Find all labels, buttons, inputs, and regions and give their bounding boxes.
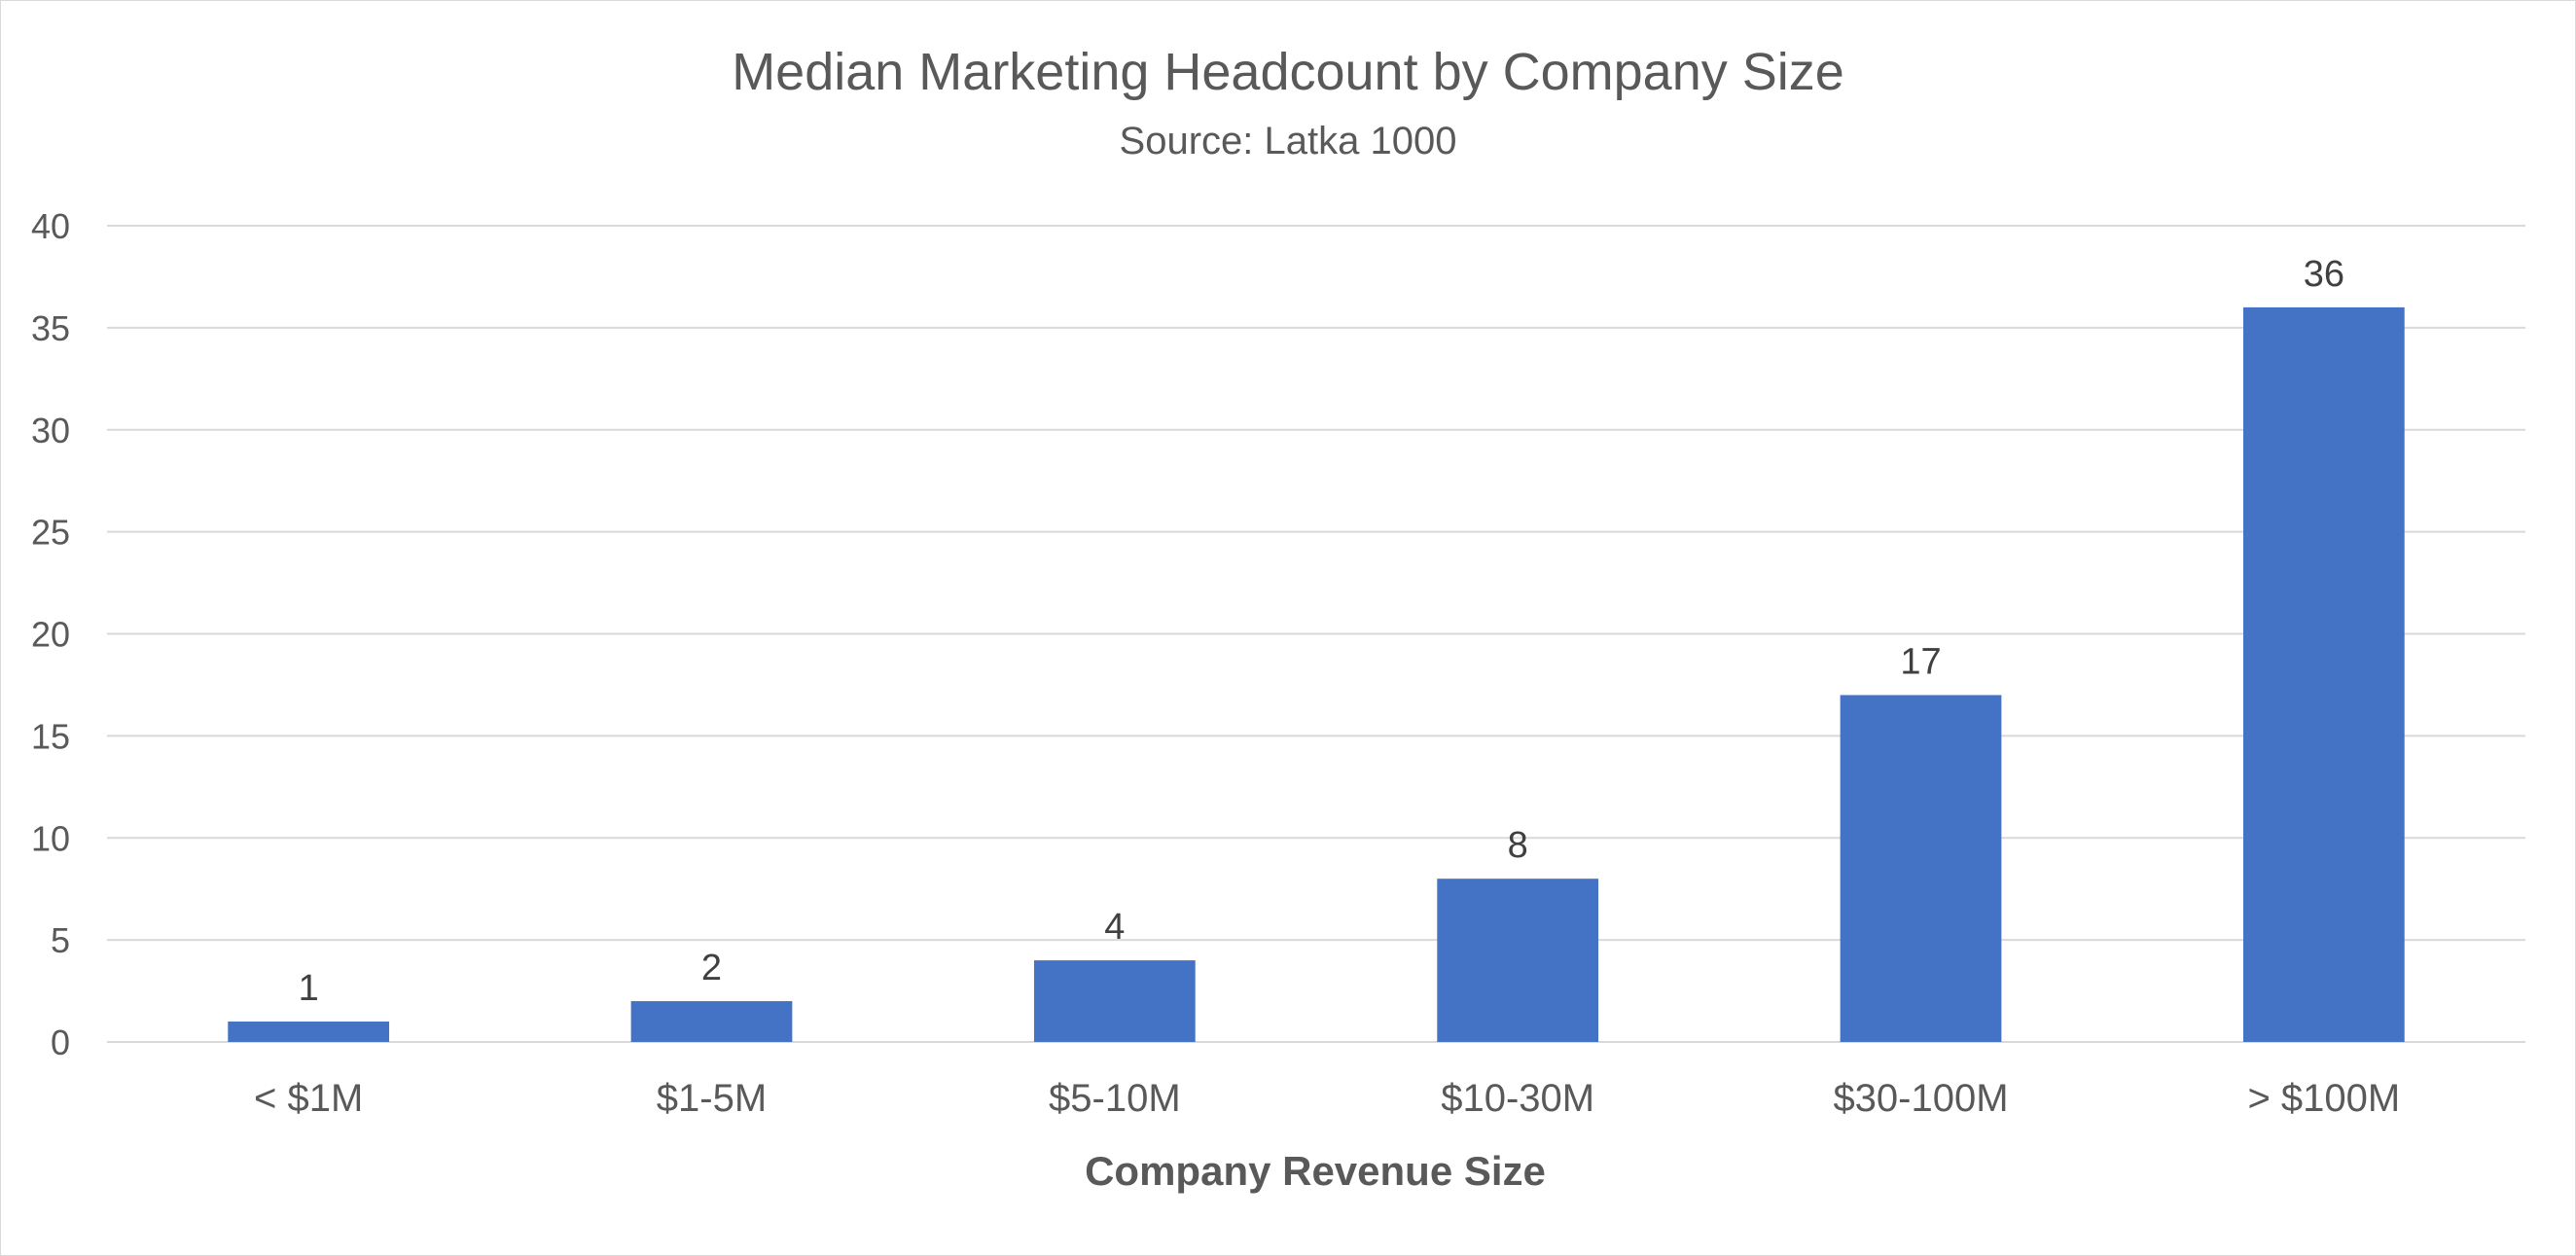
data-label-4: 17 [1900,641,1941,682]
x-axis-categories: < $1M $1-5M $5-10M $10-30M $30-100M > $100M [254,1077,2400,1120]
data-labels: 1 2 4 8 17 36 [299,254,2344,1009]
x-category-label-2: $5-10M [1049,1077,1181,1120]
y-tick-label: 30 [31,411,70,450]
x-axis-label: Company Revenue Size [1085,1148,1546,1194]
data-label-5: 36 [2304,254,2344,295]
x-category-label-3: $10-30M [1441,1077,1594,1120]
y-tick-label: 15 [31,716,70,756]
data-label-2: 4 [1104,907,1125,948]
y-tick-label: 20 [31,615,70,655]
x-category-label-1: $1-5M [657,1077,767,1120]
y-tick-label: 25 [31,513,70,553]
chart-subtitle: Source: Latka 1000 [1120,120,1457,162]
data-label-1: 2 [701,948,722,988]
y-tick-label: 5 [51,920,70,960]
y-tick-label: 10 [31,818,70,858]
bar-0 [228,1022,390,1042]
y-tick-label: 35 [31,308,70,348]
bar-3 [1437,879,1599,1042]
gridlines [107,225,2525,1043]
x-category-label-4: $30-100M [1833,1077,2008,1120]
x-category-label-5: > $100M [2247,1077,2400,1120]
chart-title: Median Marketing Headcount by Company Si… [732,43,1844,101]
x-category-label-0: < $1M [254,1077,363,1120]
bar-1 [630,1001,793,1042]
bar-4 [1840,695,2002,1042]
bar-2 [1033,960,1196,1042]
y-tick-label: 0 [51,1023,70,1062]
data-label-3: 8 [1508,825,1528,866]
bar-5 [2242,306,2405,1042]
bars [228,306,2405,1042]
y-axis-ticks: 0 5 10 15 20 25 30 35 40 [31,206,70,1062]
y-tick-label: 40 [31,206,70,246]
data-label-0: 1 [299,968,319,1009]
